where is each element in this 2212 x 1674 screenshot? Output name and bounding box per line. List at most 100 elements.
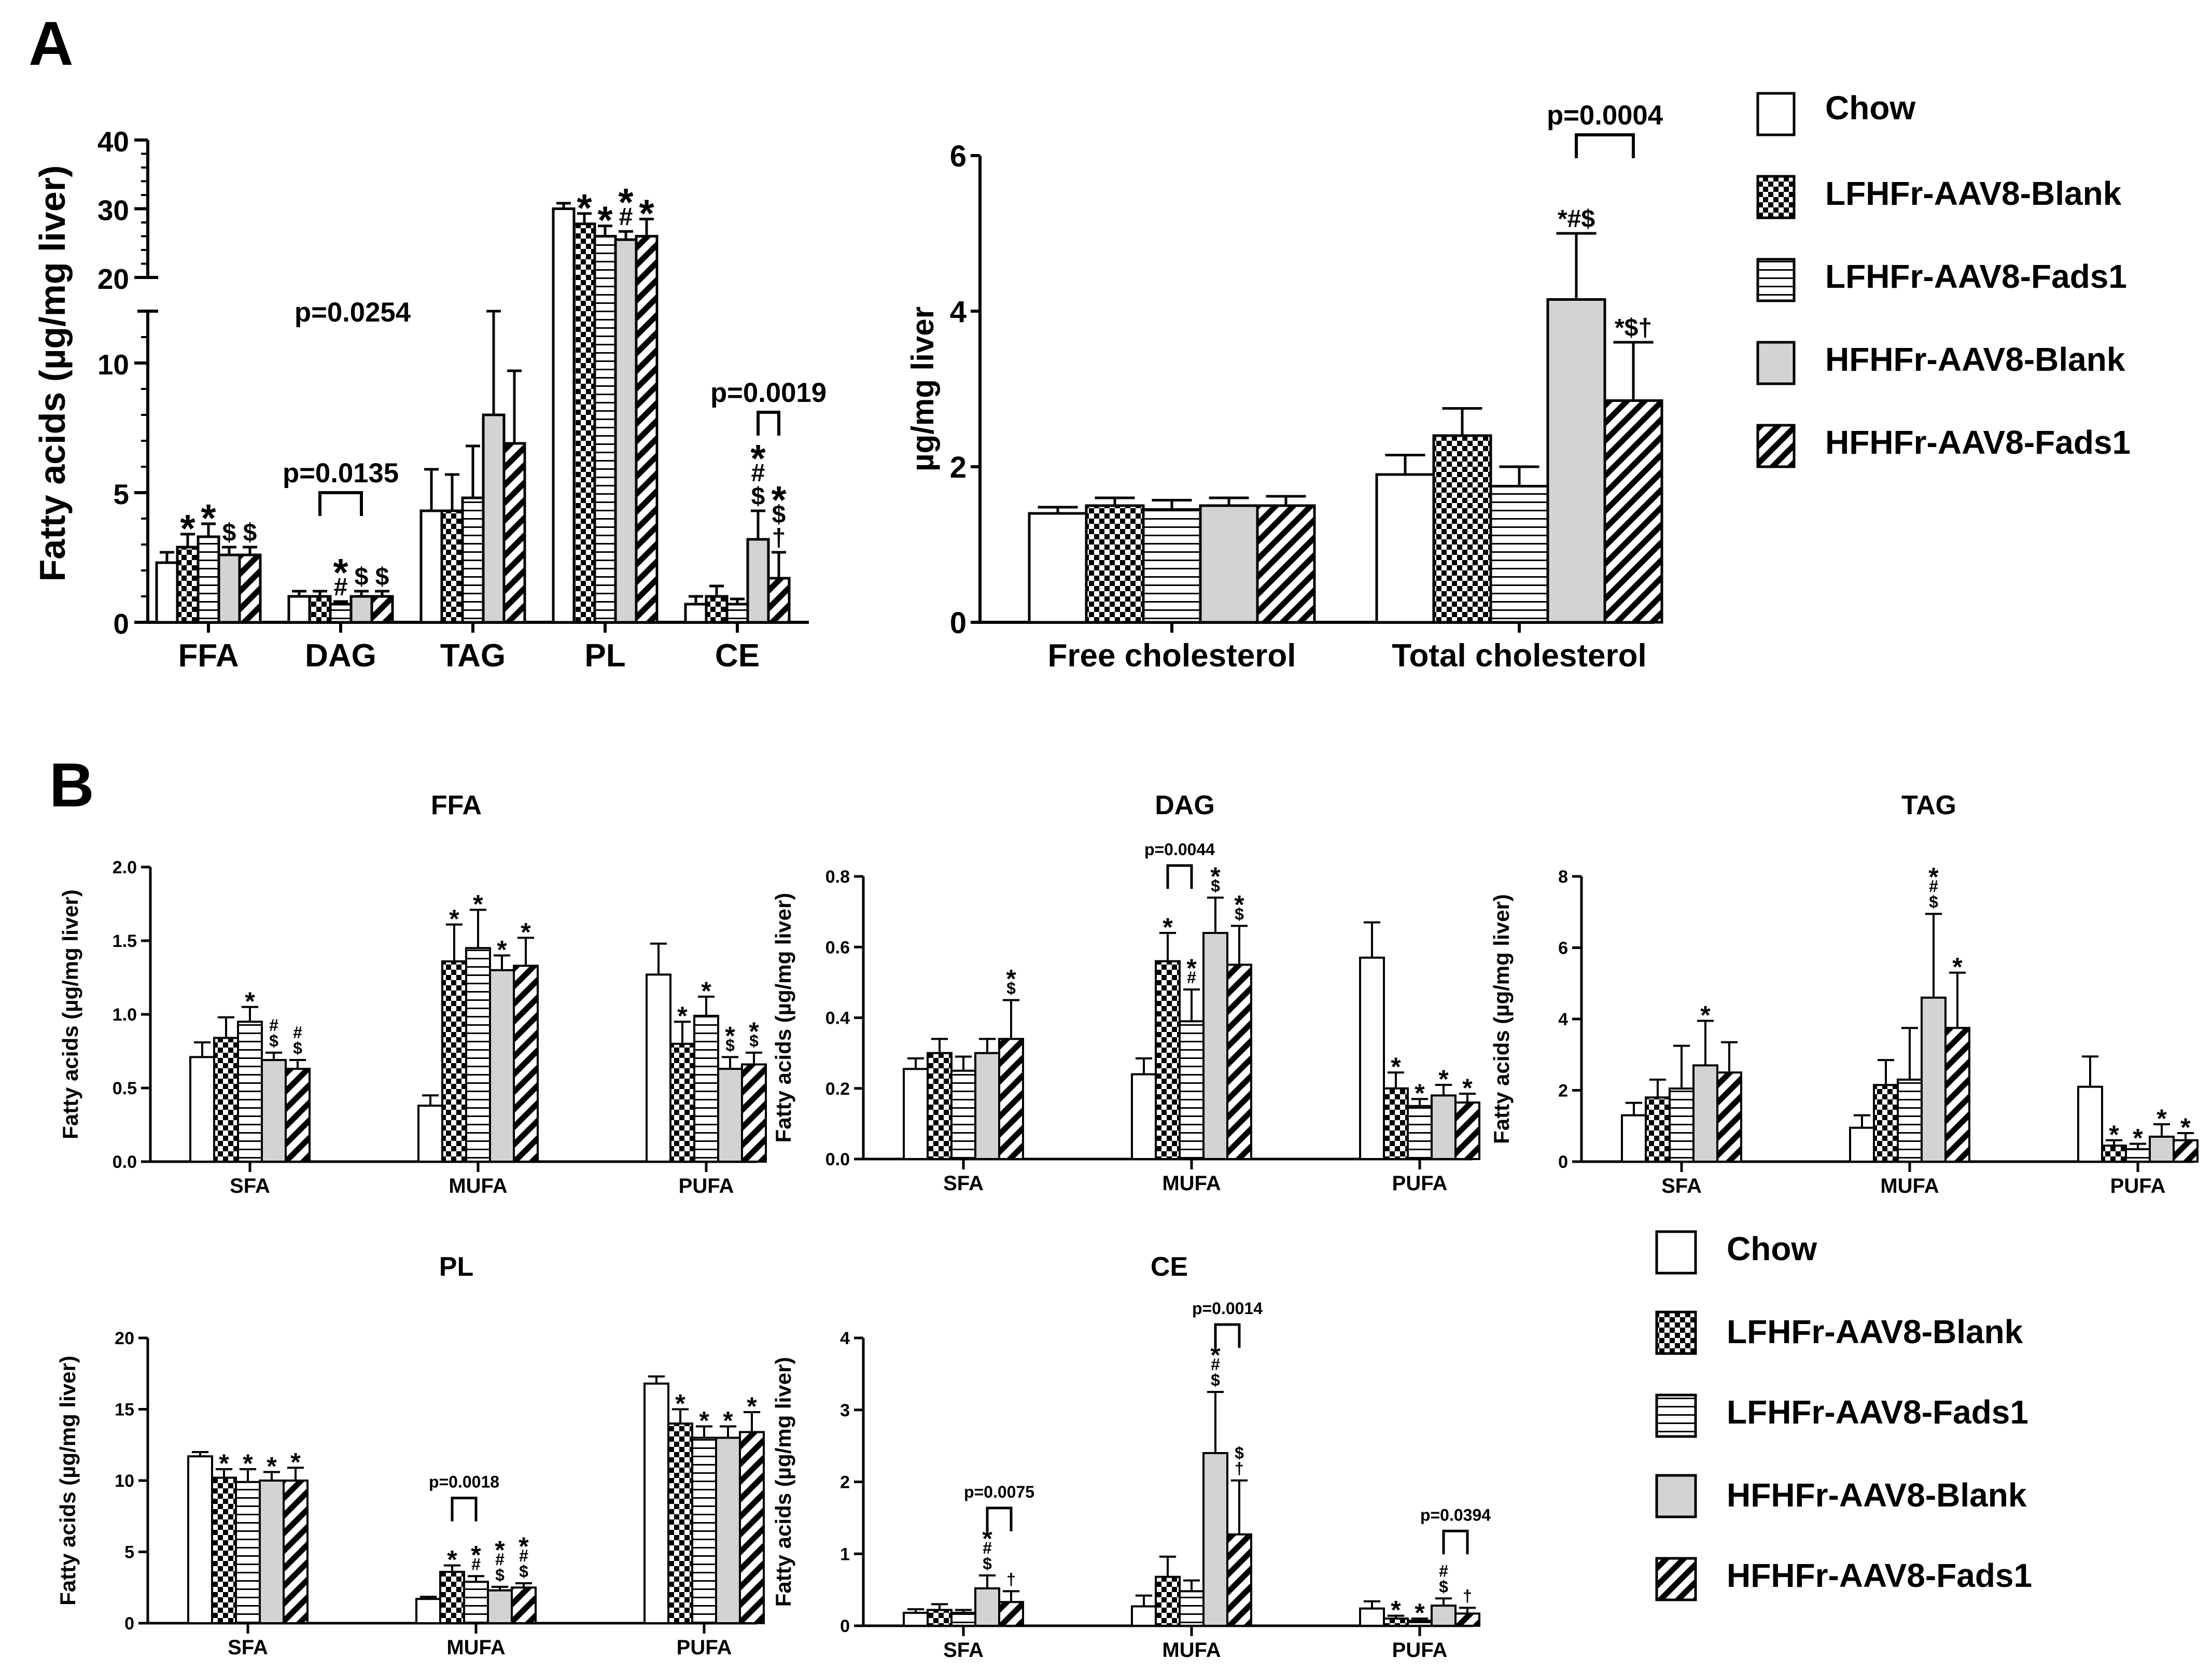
b-ffa-bar-hf-blank-mufa xyxy=(489,969,515,1163)
b-pl-bar-lf-blank-sfa xyxy=(211,1476,237,1624)
b-ce-annot-hf-blank-sfa-2: $ xyxy=(983,1554,992,1573)
b-pl-bar-chow-sfa xyxy=(187,1455,213,1624)
b-pl-y-tick-label-2: 10 xyxy=(115,1471,134,1491)
b-ce-bar-chow-sfa xyxy=(903,1612,929,1627)
b-ce-annot-hf-blank-sfa-0: * xyxy=(982,1524,992,1553)
b-dag-bracket-label-0: p=0.0044 xyxy=(1144,840,1215,859)
b-ffa-annot-hf-blank-mufa-0: * xyxy=(497,935,507,964)
b-dag-bar-lf-fads1-mufa xyxy=(1179,1020,1205,1160)
b-dag-y-tick-label-1: 0.2 xyxy=(825,1079,850,1099)
b-ffa-bar-hf-blank-pufa xyxy=(717,1068,743,1163)
a1-bar-lf-blank-pl xyxy=(572,222,596,624)
a1-bar-lf-fads1-ffa xyxy=(197,535,220,624)
b-dag-y-label: Fatty acids (µg/mg liver) xyxy=(771,893,795,1143)
a1-bar-lf-fads1-pl xyxy=(593,235,617,624)
a2-annot-hf-fads1-total-cholesterol-0: *$† xyxy=(1615,314,1652,342)
chart-b-dag: DAG 0.0 0.2 0.4 0.6 0.8 Fatty acids (µg/mg liv… xyxy=(771,790,1480,1195)
b-tag-bar-lf-blank-pufa xyxy=(2101,1145,2127,1163)
b-ffa-annot-lf-blank-mufa-0: * xyxy=(449,904,459,933)
b-ce-bar-hf-blank-mufa xyxy=(1202,1452,1228,1627)
b-dag-annot-lf-blank-pufa-0: * xyxy=(1391,1052,1401,1081)
chart-b-tag: TAG 0 2 4 6 8 Fatty acids (µg/mg liver) SFA * MUF… xyxy=(1489,790,2199,1197)
b-tag-bar-lf-fads1-sfa xyxy=(1669,1087,1695,1163)
a1-bracket-label-1: p=0.0254 xyxy=(295,297,411,328)
b-pl-y-tick-label-0: 0 xyxy=(124,1614,134,1634)
b-ffa-bar-chow-pufa xyxy=(646,973,671,1163)
b-tag-annot-hf-fads1-mufa-0: * xyxy=(1952,953,1963,982)
b-ffa-annot-hf-blank-sfa-0: # xyxy=(269,1016,278,1035)
b-ffa-bar-lf-blank-pufa xyxy=(669,1042,695,1163)
b-ce-y-tick-label-2: 2 xyxy=(840,1473,850,1492)
a1-bracket-0 xyxy=(318,491,363,516)
a1-y-tick-label-up-1: 30 xyxy=(97,194,129,227)
a1-bar-hf-fads1-ffa xyxy=(238,553,262,624)
b-tag-x-label-sfa: SFA xyxy=(1661,1175,1702,1197)
b-tag-bar-chow-mufa xyxy=(1849,1126,1875,1163)
b-tag-bar-lf-fads1-pufa xyxy=(2125,1148,2151,1163)
b-ce-x-label-pufa: PUFA xyxy=(1392,1639,1448,1662)
b-ce-bar-hf-blank-sfa xyxy=(974,1587,1000,1627)
b-dag-bar-lf-blank-mufa xyxy=(1155,960,1181,1160)
b-ce-y-tick-label-1: 1 xyxy=(840,1544,850,1564)
b-dag-y-tick-label-4: 0.8 xyxy=(825,867,850,887)
a1-y-tick-label-low-0: 0 xyxy=(113,608,129,640)
a1-x-label-ffa: FFA xyxy=(178,638,239,674)
b-ce-annot-hf-fads1-pufa-0: † xyxy=(1463,1586,1472,1605)
a1-annot-hf-fads1-ce-0: * xyxy=(771,478,787,522)
legend-bottom-label-chow: Chow xyxy=(1727,1230,1817,1267)
a1-bar-lf-fads1-dag xyxy=(329,603,353,624)
a2-bar-chow-total-cholesterol xyxy=(1375,473,1435,624)
b-pl-x-label-mufa: MUFA xyxy=(446,1636,505,1659)
a1-annot-lf-fads1-ffa-0: * xyxy=(201,496,216,540)
b-dag-annot-hf-fads1-sfa-0: * xyxy=(1006,964,1016,993)
a2-annot-hf-blank-total-cholesterol-0: *#$ xyxy=(1558,205,1595,233)
a1-annot-hf-blank-ffa-0: $ xyxy=(222,519,236,547)
b-pl-annot-lf-fads1-sfa-0: * xyxy=(243,1449,253,1478)
b-ffa-bar-lf-fads1-sfa xyxy=(237,1021,263,1163)
b-tag-bar-hf-blank-pufa xyxy=(2149,1135,2175,1163)
b-pl-bar-chow-mufa xyxy=(415,1598,441,1624)
b-ce-annot-hf-fads1-mufa-1: † xyxy=(1235,1459,1244,1478)
b-ce-bracket-label-0: p=0.0075 xyxy=(964,1483,1034,1501)
b-tag-bar-lf-fads1-mufa xyxy=(1897,1078,1923,1163)
b-ffa-bar-lf-blank-mufa xyxy=(441,960,467,1163)
b-dag-annot-lf-fads1-pufa-0: * xyxy=(1415,1079,1425,1108)
a2-y-tick-label-3: 6 xyxy=(950,140,967,173)
b-ce-annot-lf-fads1-pufa-0: * xyxy=(1415,1598,1425,1627)
b-ce-title: CE xyxy=(1151,1252,1188,1282)
legend-top-label-hf-blank: HFHFr-AAV8-Blank xyxy=(1825,341,2125,378)
b-ce-annot-hf-blank-mufa-1: # xyxy=(1211,1355,1220,1374)
b-ce-bar-lf-fads1-mufa xyxy=(1179,1590,1205,1627)
a1-annot-hf-blank-dag-0: $ xyxy=(355,563,369,591)
a1-bar-hf-blank-pl xyxy=(614,238,638,624)
b-tag-title: TAG xyxy=(1901,790,1956,820)
b-tag-y-label: Fatty acids (µg/mg liver) xyxy=(1489,894,1514,1144)
a1-bracket-2 xyxy=(757,411,780,436)
b-pl-bar-hf-blank-pufa xyxy=(715,1436,741,1624)
b-ffa-y-tick-label-2: 1.0 xyxy=(113,1005,137,1025)
legend-top-label-hf-fads1: HFHFr-AAV8-Fads1 xyxy=(1825,424,2131,461)
b-tag-annot-hf-blank-mufa-0: * xyxy=(1928,862,1939,891)
b-tag-annot-hf-blank-pufa-0: * xyxy=(2157,1104,2167,1133)
b-tag-annot-hf-blank-mufa-2: $ xyxy=(1929,892,1938,911)
legend-bottom-swatch-hf-blank xyxy=(1655,1474,1697,1518)
a1-bracket-label-0: p=0.0135 xyxy=(283,458,399,489)
a1-bar-lf-blank-ffa xyxy=(176,546,200,624)
legend-bottom-swatch-lf-fads1 xyxy=(1655,1393,1697,1438)
a1-annot-hf-blank-ce-2: $ xyxy=(751,483,765,510)
legend-top-label-lf-blank: LFHFr-AAV8-Blank xyxy=(1825,175,2122,212)
b-ce-annot-hf-blank-mufa-2: $ xyxy=(1211,1371,1220,1389)
a1-bar-chow-pl xyxy=(552,207,576,624)
b-ffa-bar-hf-blank-sfa xyxy=(261,1059,287,1163)
a1-x-label-dag: DAG xyxy=(305,638,376,674)
a1-bar-lf-blank-dag xyxy=(308,595,332,624)
b-pl-annot-hf-blank-mufa-0: * xyxy=(495,1536,505,1565)
legend-bottom-label-lf-fads1: LFHFr-AAV8-Fads1 xyxy=(1727,1393,2028,1431)
b-pl-annot-lf-blank-sfa-0: * xyxy=(219,1449,229,1478)
b-dag-bar-hf-blank-mufa xyxy=(1202,932,1228,1160)
legend-top-swatch-lf-fads1 xyxy=(1756,258,1796,302)
a1-y-tick-label-low-2: 10 xyxy=(97,348,129,381)
b-dag-bar-chow-sfa xyxy=(903,1068,929,1160)
b-ce-bracket-label-1: p=0.0014 xyxy=(1192,1299,1263,1318)
